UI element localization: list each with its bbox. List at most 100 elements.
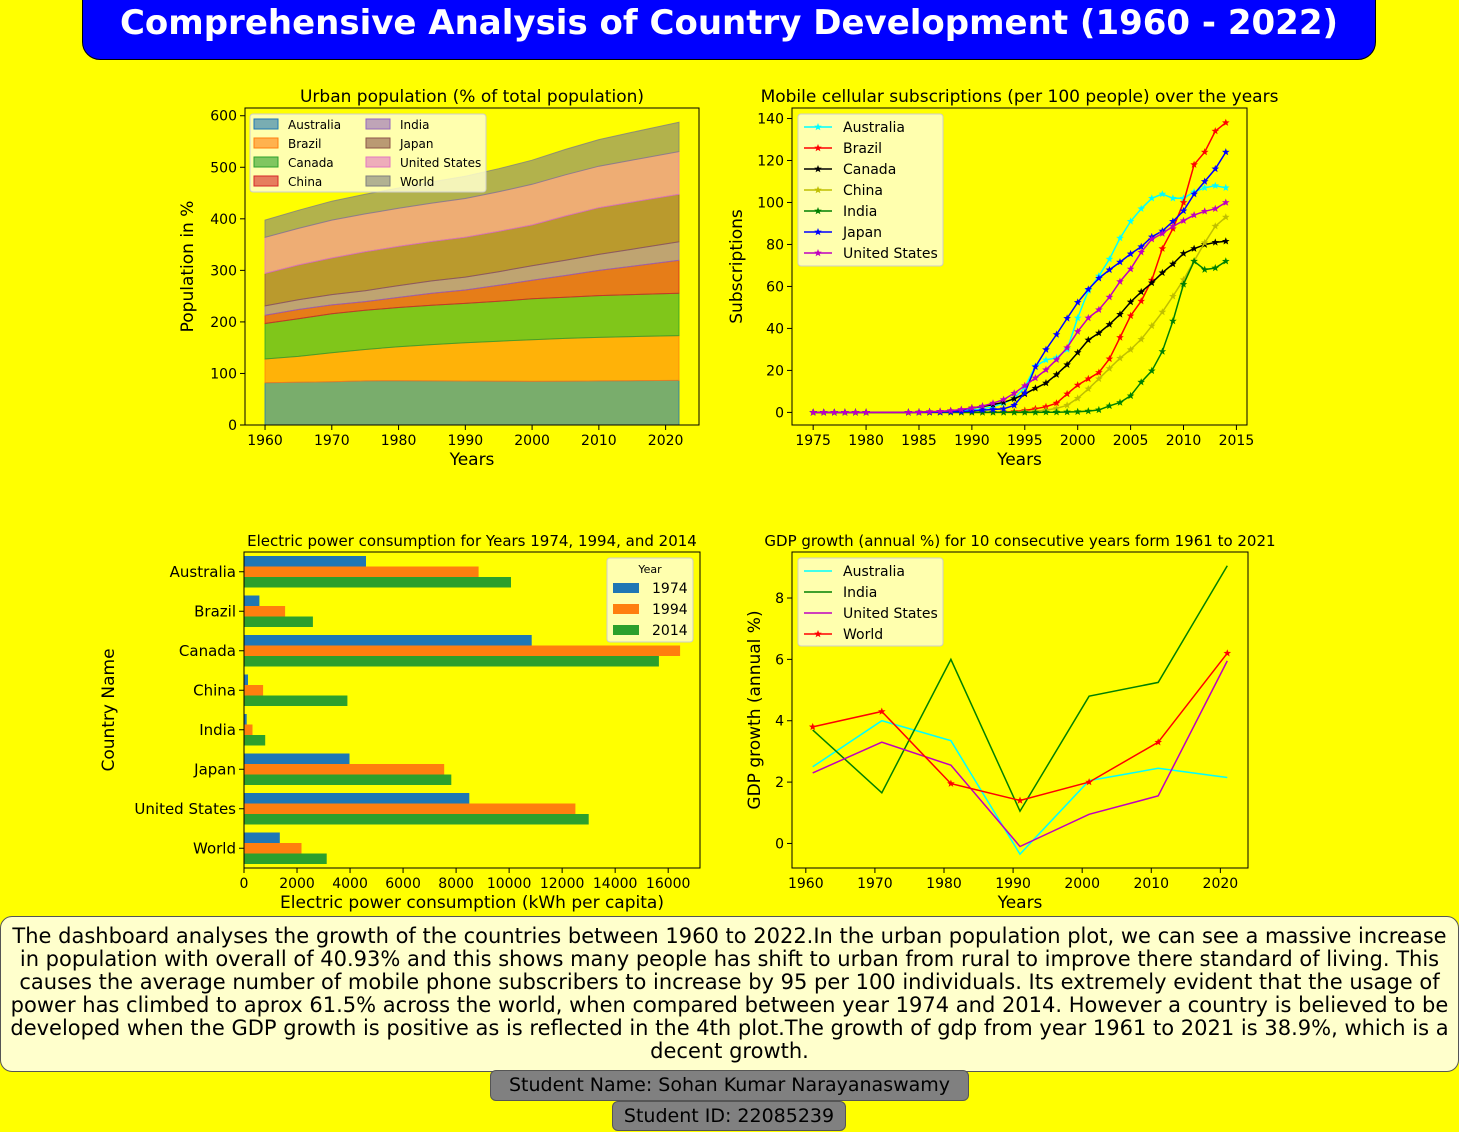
data-point bbox=[1211, 181, 1220, 189]
data-point bbox=[1073, 348, 1082, 356]
bar bbox=[244, 735, 266, 746]
bar bbox=[244, 695, 348, 706]
data-point bbox=[957, 405, 966, 413]
data-point bbox=[946, 406, 955, 414]
data-point bbox=[936, 407, 944, 415]
legend-label: Japan bbox=[842, 225, 882, 241]
bar bbox=[244, 577, 511, 588]
legend-frame bbox=[797, 557, 944, 647]
data-point bbox=[1200, 177, 1209, 185]
x-tick-label: 6000 bbox=[385, 876, 421, 892]
y-tick-label: 2 bbox=[775, 775, 784, 791]
y-category-label: Japan bbox=[193, 760, 236, 778]
legend-label: World bbox=[400, 175, 434, 189]
legend-swatch bbox=[365, 118, 391, 130]
data-point bbox=[1116, 234, 1124, 242]
data-point bbox=[957, 407, 966, 415]
data-point bbox=[1190, 244, 1198, 252]
legend-label: Brazil bbox=[843, 141, 882, 157]
bar bbox=[244, 803, 576, 814]
data-point bbox=[1042, 365, 1050, 373]
x-tick-label: 1980 bbox=[381, 433, 417, 449]
bar bbox=[244, 764, 445, 775]
legend-marker bbox=[814, 630, 822, 638]
bar bbox=[244, 793, 470, 804]
bar bbox=[244, 566, 479, 577]
data-point bbox=[1158, 268, 1167, 276]
x-axis-label: Years bbox=[449, 450, 495, 470]
legend-label: 1974 bbox=[652, 581, 688, 597]
line-series-australia bbox=[812, 719, 1228, 856]
legend-label: 2014 bbox=[652, 623, 688, 639]
bar-series-1994 bbox=[244, 566, 681, 854]
legend-marker bbox=[814, 249, 822, 257]
data-point bbox=[1222, 237, 1230, 245]
data-point bbox=[830, 408, 839, 416]
legend-label: Australia bbox=[843, 120, 905, 136]
data-point bbox=[1137, 335, 1145, 343]
data-point bbox=[978, 402, 987, 410]
legend-swatch bbox=[613, 604, 639, 614]
chart-title: GDP growth (annual %) for 10 consecutive… bbox=[764, 532, 1275, 550]
data-point bbox=[1169, 292, 1177, 300]
data-point bbox=[1116, 354, 1124, 362]
data-point bbox=[978, 408, 987, 416]
data-point bbox=[1042, 355, 1050, 364]
y-tick-label: 400 bbox=[210, 212, 237, 228]
plot-frame bbox=[791, 551, 1249, 869]
y-tick-label: 0 bbox=[228, 418, 237, 434]
data-point bbox=[1158, 347, 1167, 355]
data-point bbox=[1105, 265, 1114, 274]
y-axis-label: Subscriptions bbox=[727, 209, 747, 324]
data-point bbox=[1016, 796, 1024, 804]
bar bbox=[244, 753, 350, 764]
summary-text: The dashboard analyses the growth of the… bbox=[0, 916, 1459, 1072]
data-point bbox=[1137, 242, 1145, 250]
x-axis-label: Electric power consumption (kWh per capi… bbox=[280, 893, 664, 913]
data-point bbox=[1190, 211, 1198, 219]
data-point bbox=[1116, 333, 1124, 341]
data-point bbox=[1073, 381, 1082, 389]
legend-label: Brazil bbox=[288, 137, 322, 151]
line-series-india bbox=[812, 565, 1228, 813]
series-line bbox=[812, 565, 1228, 813]
x-axis-label: Years bbox=[997, 893, 1043, 913]
data-point bbox=[1148, 278, 1156, 287]
data-point bbox=[1084, 407, 1093, 415]
legend-swatch bbox=[253, 118, 279, 130]
legend-title: Year bbox=[637, 563, 662, 576]
data-point bbox=[1200, 207, 1209, 215]
y-tick-label: 60 bbox=[766, 279, 784, 295]
data-point bbox=[1211, 264, 1220, 272]
series-line bbox=[812, 660, 1228, 848]
plot-frame bbox=[791, 107, 1248, 426]
data-point bbox=[1105, 293, 1114, 301]
bar bbox=[244, 832, 280, 843]
x-tick-label: 1975 bbox=[795, 433, 831, 449]
data-point bbox=[1179, 198, 1188, 206]
legend-marker bbox=[814, 207, 822, 215]
data-point bbox=[1105, 364, 1114, 372]
bar bbox=[244, 853, 327, 864]
data-point bbox=[1010, 401, 1018, 409]
data-point bbox=[1116, 398, 1124, 406]
data-point bbox=[1169, 217, 1177, 225]
data-point bbox=[1021, 388, 1029, 397]
bar bbox=[244, 674, 248, 685]
data-point bbox=[862, 408, 870, 416]
legend-swatch bbox=[253, 175, 279, 187]
data-point bbox=[1042, 379, 1050, 387]
legend-label: Canada bbox=[843, 162, 896, 178]
y-tick-label: 100 bbox=[210, 366, 237, 382]
data-point bbox=[1105, 354, 1114, 363]
x-tick-label: 2010 bbox=[1166, 433, 1202, 449]
data-point bbox=[1116, 277, 1124, 285]
x-tick-label: 1970 bbox=[314, 433, 350, 449]
data-point bbox=[1116, 258, 1124, 266]
data-point bbox=[1095, 305, 1103, 313]
dashboard-title: Comprehensive Analysis of Country Develo… bbox=[119, 3, 1339, 43]
bar bbox=[244, 616, 313, 627]
x-tick-label: 1980 bbox=[848, 433, 884, 449]
